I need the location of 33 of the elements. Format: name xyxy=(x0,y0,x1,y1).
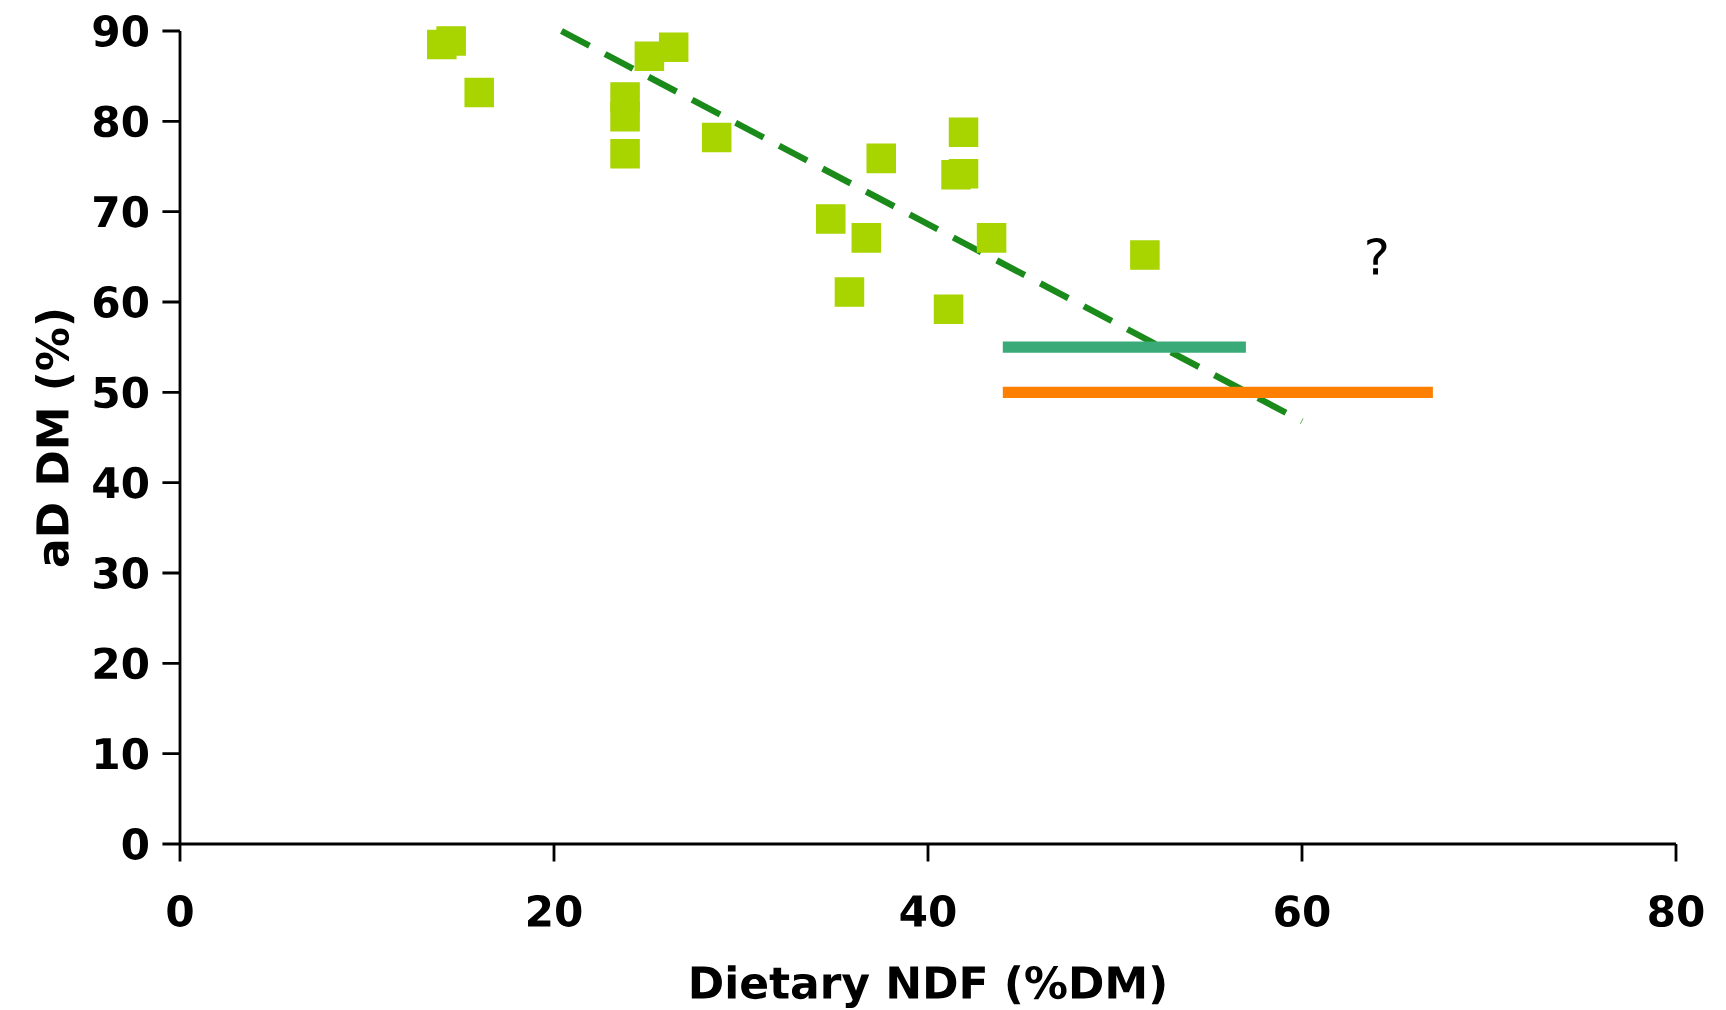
point xyxy=(610,102,640,132)
point xyxy=(933,294,964,324)
point xyxy=(851,223,882,253)
x-tick-label: 0 xyxy=(167,895,193,927)
x-tick-label: 60 xyxy=(1275,895,1330,927)
point xyxy=(815,204,846,234)
y-axis-title: aD DM (%) xyxy=(35,310,75,567)
point xyxy=(610,139,640,169)
y-tick-label: 30 xyxy=(94,557,149,589)
x-tick-label: 80 xyxy=(1649,895,1704,927)
point xyxy=(834,277,865,307)
y-tick-label: 70 xyxy=(94,195,149,228)
y-tick-label: 10 xyxy=(96,737,149,770)
point xyxy=(948,117,979,147)
point xyxy=(866,143,897,174)
point xyxy=(701,122,732,153)
y-tick-label: 90 xyxy=(93,15,149,47)
x-axis-title: Dietary NDF (%DM) xyxy=(691,965,1165,1009)
point xyxy=(436,26,466,56)
y-tick-label: 60 xyxy=(93,286,149,318)
annotation: ? xyxy=(1367,237,1387,275)
x-tick-label: 20 xyxy=(528,895,582,927)
y-tick-label: 50 xyxy=(94,376,149,409)
point xyxy=(948,158,979,189)
point xyxy=(658,32,689,63)
point xyxy=(976,223,1007,253)
y-tick-label: 40 xyxy=(93,466,149,499)
point xyxy=(1130,240,1160,270)
point xyxy=(464,77,494,108)
y-tick-label: 20 xyxy=(94,647,149,680)
x-tick-label: 40 xyxy=(900,895,956,927)
y-tick-label: 0 xyxy=(122,828,148,860)
y-tick-label: 80 xyxy=(93,105,149,138)
